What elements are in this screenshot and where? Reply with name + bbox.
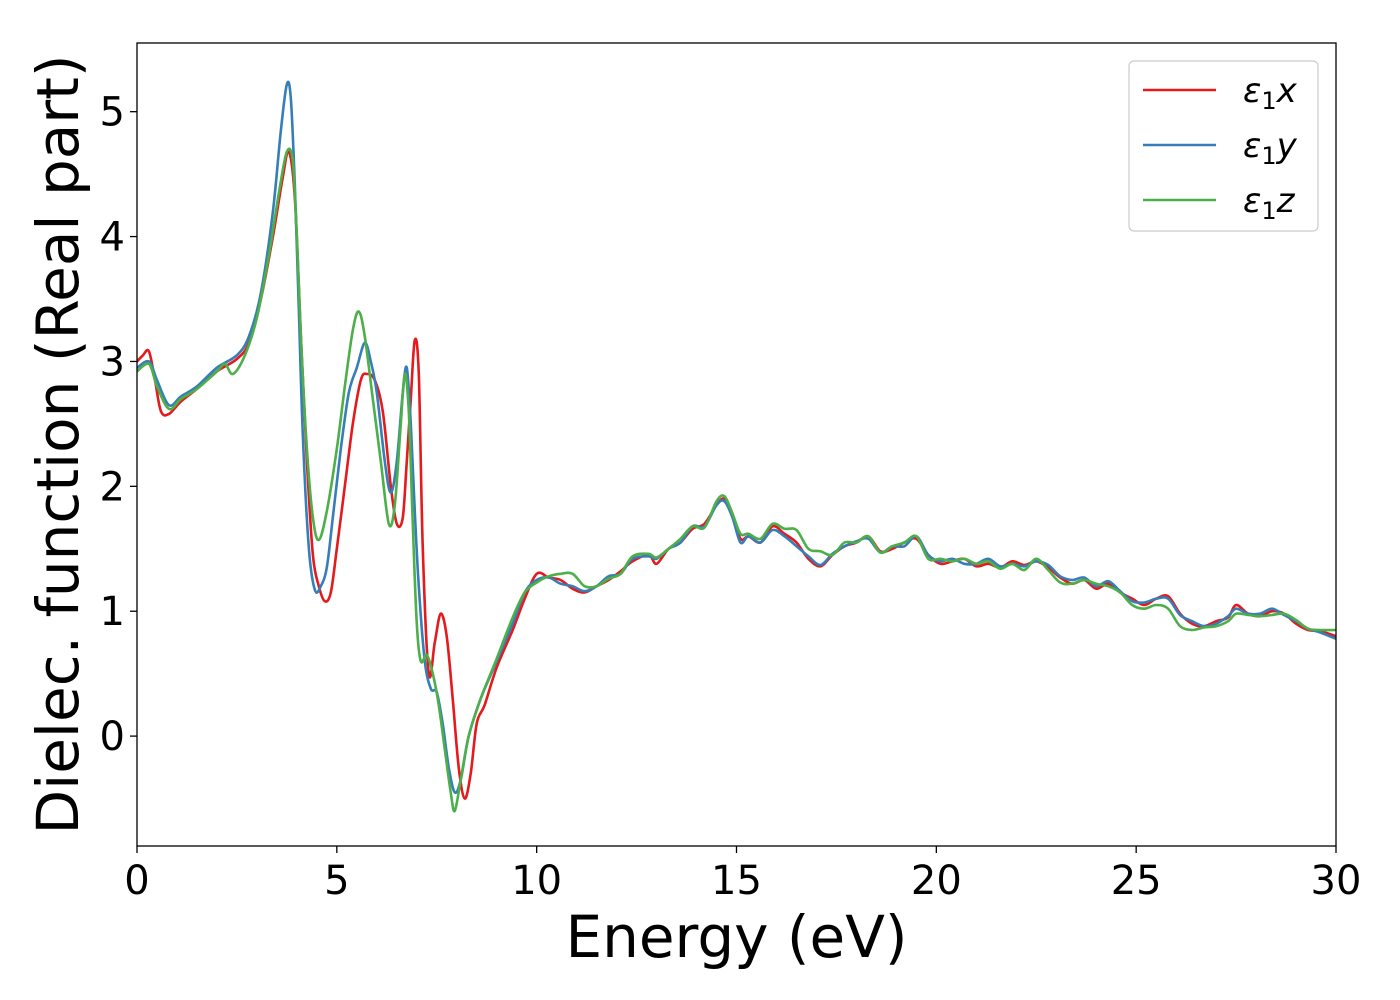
y-tick-label: 1 [100, 589, 125, 635]
x-axis: 0 5 10 15 20 25 30 [124, 846, 1361, 904]
x-tick-label: 5 [324, 858, 349, 904]
legend-entry-y: ε1y [1243, 126, 1298, 170]
y-tick-label: 0 [100, 714, 125, 760]
y-tick-label: 2 [100, 464, 125, 510]
legend-entry-x: ε1x [1243, 71, 1298, 115]
series-line-y [137, 80, 1336, 795]
y-axis-title: Dielec. function (Real part) [24, 54, 92, 834]
x-tick-label: 25 [1111, 858, 1162, 904]
x-tick-label: 15 [711, 858, 762, 904]
series-line-x [137, 149, 1336, 800]
axes-frame [136, 42, 1337, 847]
series-line-z [137, 147, 1336, 813]
y-tick-label: 5 [100, 90, 125, 136]
legend: ε1x ε1y ε1z [1128, 60, 1319, 232]
y-tick-label: 3 [100, 339, 125, 385]
legend-box [1128, 60, 1319, 232]
x-tick-label: 30 [1311, 858, 1362, 904]
y-tick-label: 4 [100, 215, 125, 261]
x-tick-label: 10 [511, 858, 562, 904]
x-axis-title: Energy (eV) [565, 903, 907, 971]
legend-entry-z: ε1z [1243, 181, 1296, 225]
y-axis: 0 1 2 3 4 5 [100, 90, 137, 760]
plot-area [137, 80, 1336, 813]
x-tick-label: 20 [911, 858, 962, 904]
x-tick-label: 0 [124, 858, 149, 904]
